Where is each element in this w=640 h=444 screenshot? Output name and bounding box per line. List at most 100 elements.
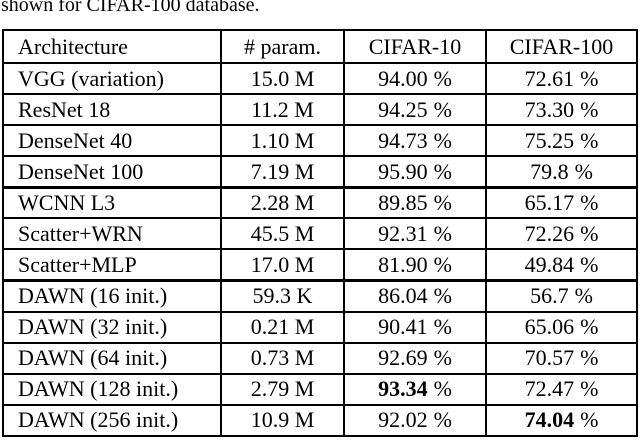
accuracy-value: 94.00: [378, 65, 428, 91]
cell-param-count: 15.0 M: [220, 61, 345, 96]
accuracy-value: 72.61: [524, 65, 575, 91]
col-header-cifar10: CIFAR-10: [343, 29, 487, 64]
cell-cifar100-accuracy: 74.04%: [485, 403, 638, 438]
cell-param-count: 7.19 M: [220, 155, 345, 189]
cell-cifar10-accuracy: 94.00%: [343, 61, 487, 96]
cell-cifar10-accuracy: 95.90%: [343, 155, 487, 189]
cell-cifar100-accuracy: 79.8%: [485, 155, 638, 189]
table-row: Scatter+MLP 17.0 M 81.90% 49.84%: [2, 248, 638, 282]
cell-param-count: 2.79 M: [220, 372, 345, 406]
percent-sign: %: [580, 220, 599, 246]
accuracy-value: 92.31: [378, 220, 428, 246]
accuracy-value: 72.26: [524, 220, 575, 246]
table-header-row: Architecture # param. CIFAR-10 CIFAR-100: [2, 29, 638, 64]
percent-sign: %: [433, 190, 452, 216]
percent-sign: %: [433, 220, 452, 246]
percent-sign: %: [580, 65, 599, 91]
results-table: Architecture # param. CIFAR-10 CIFAR-100…: [2, 29, 638, 438]
cell-param-count: 1.10 M: [220, 124, 345, 158]
percent-sign: %: [574, 283, 593, 309]
accuracy-value: 79.8: [530, 158, 569, 184]
accuracy-value: 72.47: [524, 376, 575, 402]
percent-sign: %: [433, 96, 452, 122]
cell-architecture: DAWN (128 init.): [2, 372, 222, 406]
accuracy-value: 90.41: [378, 314, 428, 340]
cell-cifar10-accuracy: 92.02%: [343, 403, 487, 438]
percent-sign: %: [580, 190, 599, 216]
cell-cifar10-accuracy: 81.90%: [343, 248, 487, 282]
cell-cifar10-accuracy: 86.04%: [343, 279, 487, 313]
accuracy-value: 92.02: [378, 407, 428, 433]
cell-architecture: DenseNet 100: [2, 155, 222, 189]
percent-sign: %: [580, 127, 599, 153]
percent-sign: %: [433, 251, 452, 277]
table-row: ResNet 18 11.2 M 94.25% 73.30%: [2, 93, 638, 127]
accuracy-value: 49.84: [524, 251, 575, 277]
accuracy-value: 65.06: [524, 314, 575, 340]
col-header-params: # param.: [220, 29, 345, 64]
cell-cifar100-accuracy: 65.17%: [485, 185, 638, 220]
table-row: DenseNet 40 1.10 M 94.73% 75.25%: [2, 124, 638, 158]
cell-architecture: DenseNet 40: [2, 124, 222, 158]
cell-cifar10-accuracy: 93.34%: [343, 372, 487, 406]
cell-cifar100-accuracy: 56.7%: [485, 279, 638, 313]
accuracy-value-best: 93.34: [378, 376, 428, 402]
cell-cifar100-accuracy: 49.84%: [485, 248, 638, 282]
table-row: DAWN (16 init.) 59.3 K 86.04% 56.7%: [2, 279, 638, 313]
cell-architecture: DAWN (32 init.): [2, 310, 222, 344]
cell-cifar10-accuracy: 90.41%: [343, 310, 487, 344]
cell-param-count: 59.3 K: [220, 279, 345, 313]
table-row: DAWN (128 init.) 2.79 M 93.34% 72.47%: [2, 372, 638, 406]
table-row: DAWN (32 init.) 0.21 M 90.41% 65.06%: [2, 310, 638, 344]
accuracy-value: 81.90: [378, 251, 428, 277]
accuracy-value: 95.90: [378, 158, 428, 184]
percent-sign: %: [433, 158, 452, 184]
cell-param-count: 17.0 M: [220, 248, 345, 282]
col-header-architecture: Architecture: [2, 29, 222, 64]
cell-architecture: DAWN (256 init.): [2, 403, 222, 438]
percent-sign: %: [433, 65, 452, 91]
percent-sign: %: [580, 407, 599, 433]
table-row: Scatter+WRN 45.5 M 92.31% 72.26%: [2, 217, 638, 251]
percent-sign: %: [580, 376, 599, 402]
cell-architecture: ResNet 18: [2, 93, 222, 127]
cell-cifar10-accuracy: 89.85%: [343, 185, 487, 220]
accuracy-value: 94.25: [378, 96, 428, 122]
cell-cifar100-accuracy: 70.57%: [485, 341, 638, 375]
percent-sign: %: [433, 345, 452, 371]
percent-sign: %: [580, 96, 599, 122]
table-row: DenseNet 100 7.19 M 95.90% 79.8%: [2, 155, 638, 189]
cell-param-count: 0.21 M: [220, 310, 345, 344]
cell-architecture: VGG (variation): [2, 61, 222, 96]
percent-sign: %: [433, 314, 452, 340]
accuracy-value: 70.57: [524, 345, 575, 371]
cell-cifar100-accuracy: 75.25%: [485, 124, 638, 158]
cell-architecture: Scatter+WRN: [2, 217, 222, 251]
cell-cifar10-accuracy: 94.73%: [343, 124, 487, 158]
percent-sign: %: [580, 345, 599, 371]
cell-cifar100-accuracy: 65.06%: [485, 310, 638, 344]
percent-sign: %: [574, 158, 593, 184]
table-row: DAWN (256 init.) 10.9 M 92.02% 74.04%: [2, 403, 638, 438]
percent-sign: %: [433, 407, 452, 433]
table-row: WCNN L3 2.28 M 89.85% 65.17%: [2, 185, 638, 220]
cell-param-count: 0.73 M: [220, 341, 345, 375]
accuracy-value: 56.7: [530, 283, 569, 309]
col-header-cifar100: CIFAR-100: [485, 29, 638, 64]
cell-cifar100-accuracy: 73.30%: [485, 93, 638, 127]
cell-cifar10-accuracy: 92.69%: [343, 341, 487, 375]
percent-sign: %: [433, 283, 452, 309]
accuracy-value: 86.04: [378, 283, 428, 309]
table-caption: shown for CIFAR-100 database.: [1, 0, 260, 16]
cell-cifar100-accuracy: 72.47%: [485, 372, 638, 406]
cell-cifar10-accuracy: 94.25%: [343, 93, 487, 127]
cell-architecture: WCNN L3: [2, 185, 222, 220]
accuracy-value: 65.17: [524, 190, 575, 216]
cell-param-count: 2.28 M: [220, 185, 345, 220]
accuracy-value: 75.25: [524, 127, 575, 153]
cell-architecture: Scatter+MLP: [2, 248, 222, 282]
percent-sign: %: [433, 376, 452, 402]
cell-cifar100-accuracy: 72.61%: [485, 61, 638, 96]
cell-cifar10-accuracy: 92.31%: [343, 217, 487, 251]
accuracy-value: 89.85: [378, 190, 428, 216]
